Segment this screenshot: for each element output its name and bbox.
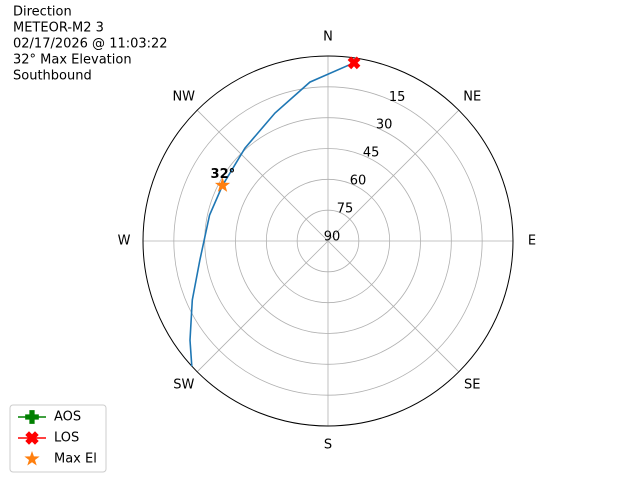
annotation: 32° <box>211 167 236 182</box>
marker-star <box>214 177 231 192</box>
angular-tick-label: N <box>323 30 333 45</box>
legend-marker <box>25 431 39 445</box>
legend-marker <box>24 451 40 466</box>
radial-tick-label: 90 <box>324 230 341 245</box>
legend-label: AOS <box>54 410 81 425</box>
legend-label: Max El <box>54 452 97 467</box>
title-line: Direction <box>13 5 72 20</box>
title-line: 32° Max Elevation <box>13 53 132 68</box>
angular-tick-label: W <box>118 234 131 249</box>
radial-grid-line <box>173 86 483 396</box>
polar-frame <box>142 55 514 427</box>
angular-tick-label: E <box>528 234 536 249</box>
title-line: 02/17/2026 @ 11:03:22 <box>13 37 168 52</box>
radial-tick-label: 75 <box>337 202 354 217</box>
radial-grid-line <box>265 178 391 304</box>
angular-tick-label: S <box>324 438 332 453</box>
radial-grid-line <box>296 209 360 273</box>
legend-marker <box>25 410 39 424</box>
radial-tick-label: 15 <box>389 90 406 105</box>
angular-tick-label: SE <box>464 378 480 393</box>
track-line <box>189 62 355 367</box>
radial-grid-line <box>235 148 421 334</box>
legend-label: LOS <box>54 431 79 446</box>
angular-tick-label: SW <box>173 378 194 393</box>
angular-tick-label: NW <box>172 89 195 104</box>
title-line: METEOR-M2 3 <box>13 21 104 36</box>
title-line: Southbound <box>13 69 92 84</box>
radial-tick-label: 45 <box>363 146 380 161</box>
marker-x <box>347 56 361 70</box>
radial-tick-label: 60 <box>350 174 367 189</box>
angular-tick-label: NE <box>463 89 481 104</box>
radial-tick-label: 30 <box>376 118 393 133</box>
